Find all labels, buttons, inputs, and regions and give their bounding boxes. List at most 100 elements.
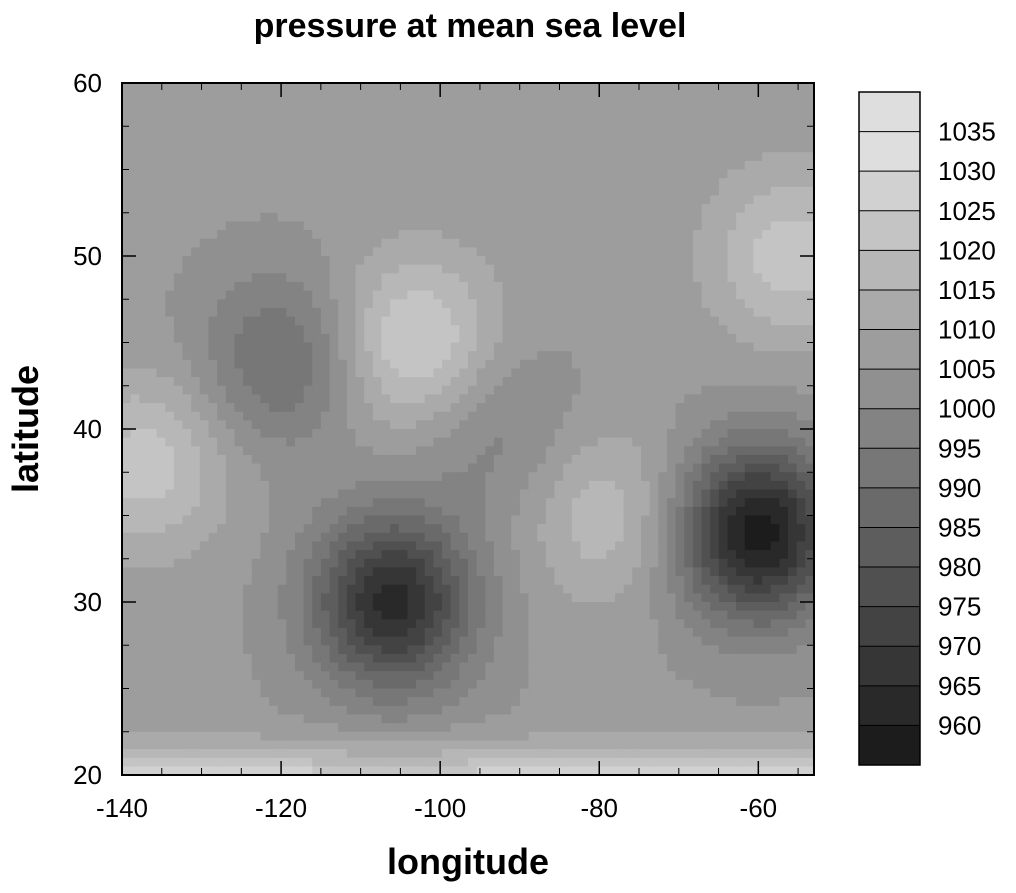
pressure-cell [277, 290, 287, 300]
pressure-cell [312, 454, 322, 465]
pressure-cell [234, 325, 244, 335]
pressure-cell [649, 186, 659, 197]
pressure-cell [130, 602, 140, 612]
pressure-cell [563, 230, 573, 240]
pressure-cell [225, 342, 236, 352]
pressure-cell [597, 264, 607, 274]
pressure-cell [208, 757, 218, 767]
pressure-cell [398, 429, 409, 439]
pressure-cell [312, 472, 322, 482]
pressure-cell [589, 653, 599, 664]
pressure-cell [165, 515, 175, 525]
pressure-cell [234, 636, 244, 646]
pressure-cell [225, 662, 236, 672]
pressure-cell [571, 152, 582, 162]
pressure-cell [346, 697, 357, 707]
pressure-cell [485, 584, 495, 594]
pressure-cell [615, 498, 625, 508]
pressure-cell [372, 316, 383, 326]
pressure-cell [277, 264, 287, 274]
pressure-cell [615, 221, 625, 231]
pressure-cell [511, 316, 521, 326]
pressure-cell [606, 394, 616, 404]
pressure-cell [303, 558, 313, 568]
pressure-cell [485, 697, 495, 707]
pressure-cell [502, 204, 512, 214]
pressure-cell [416, 359, 426, 370]
pressure-cell [251, 653, 261, 664]
pressure-cell [528, 247, 538, 257]
pressure-cell [632, 489, 642, 499]
pressure-cell [277, 169, 287, 179]
pressure-cell [199, 766, 210, 775]
pressure-cell [338, 766, 348, 775]
pressure-cell [372, 740, 383, 750]
pressure-cell [303, 160, 313, 171]
pressure-cell [537, 714, 547, 724]
pressure-cell [191, 550, 201, 560]
pressure-cell [372, 610, 383, 620]
pressure-cell [519, 316, 530, 326]
pressure-cell [191, 351, 201, 361]
pressure-cell [511, 619, 521, 629]
pressure-cell [234, 619, 244, 629]
pressure-cell [606, 256, 616, 266]
pressure-cell [225, 212, 236, 222]
pressure-cell [269, 307, 279, 318]
pressure-cell [502, 325, 512, 335]
pressure-cell [217, 619, 227, 629]
pressure-cell [208, 662, 218, 672]
pressure-cell [208, 515, 218, 525]
pressure-cell [130, 429, 140, 439]
pressure-cell [398, 91, 409, 101]
pressure-cell [502, 195, 512, 205]
pressure-cell [303, 316, 313, 326]
pressure-cell [615, 117, 625, 127]
pressure-cell [355, 472, 365, 482]
pressure-cell [191, 463, 201, 473]
pressure-cell [139, 593, 149, 603]
pressure-cell [528, 749, 538, 759]
pressure-cell [381, 351, 391, 361]
pressure-cell [623, 273, 633, 283]
pressure-cell [260, 671, 270, 681]
pressure-cell [329, 705, 339, 716]
pressure-cell [295, 489, 305, 499]
pressure-cell [545, 91, 556, 101]
pressure-cell [398, 143, 409, 153]
pressure-cell [130, 342, 140, 352]
pressure-cell [459, 230, 469, 240]
pressure-cell [338, 671, 348, 681]
pressure-cell [295, 576, 305, 586]
pressure-cell [554, 212, 564, 222]
pressure-cell [208, 463, 218, 473]
pressure-cell [502, 524, 512, 534]
pressure-cell [580, 247, 590, 257]
pressure-cell [554, 420, 564, 430]
pressure-cell [182, 195, 192, 205]
pressure-cell [251, 740, 261, 750]
pressure-cell [295, 541, 305, 551]
pressure-cell [139, 602, 149, 612]
pressure-cell [606, 134, 616, 145]
pressure-cell [147, 766, 158, 775]
pressure-cell [199, 91, 210, 101]
pressure-cell [502, 627, 512, 638]
pressure-cell [295, 143, 305, 153]
pressure-cell [528, 671, 538, 681]
pressure-cell [130, 359, 140, 370]
pressure-cell [407, 143, 417, 153]
pressure-cell [468, 740, 478, 750]
pressure-cell [277, 593, 287, 603]
pressure-cell [545, 411, 556, 421]
pressure-cell [217, 662, 227, 672]
pressure-cell [606, 351, 616, 361]
pressure-cell [381, 368, 391, 378]
pressure-cell [225, 454, 236, 465]
pressure-cell [597, 705, 607, 716]
pressure-cell [416, 645, 426, 655]
pressure-cell [182, 463, 192, 473]
pressure-cell [623, 653, 633, 664]
pressure-cell [295, 186, 305, 197]
pressure-cell [407, 454, 417, 465]
